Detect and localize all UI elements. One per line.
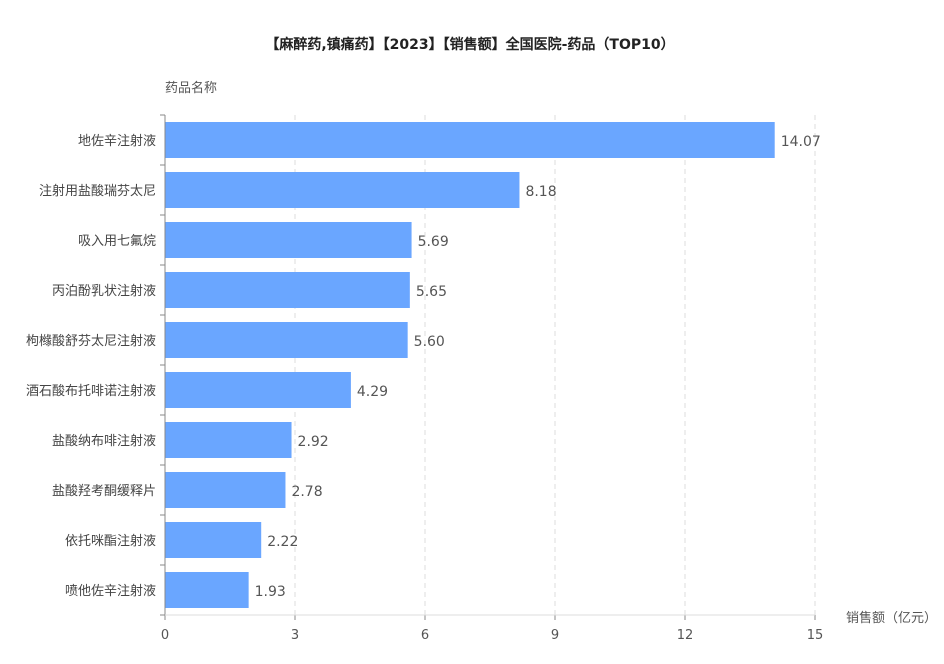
bar[interactable]: [165, 472, 286, 508]
value-label: 4.29: [357, 384, 388, 400]
bar[interactable]: [165, 322, 408, 358]
value-label: 2.22: [267, 534, 298, 550]
x-tick-label: 0: [161, 628, 169, 643]
bars-group: 14.07 8.18 5.69 5.65 5.60 4.29 2.92 2.78 2.22 1.9…: [165, 122, 821, 608]
value-label: 5.65: [416, 284, 447, 300]
x-tick-label: 9: [551, 628, 559, 643]
category-label: 盐酸纳布啡注射液: [52, 433, 156, 449]
category-label: 喷他佐辛注射液: [65, 583, 156, 599]
x-tick-label: 15: [807, 628, 824, 643]
bar[interactable]: [165, 572, 249, 608]
bar[interactable]: [165, 372, 351, 408]
value-label: 2.78: [291, 484, 322, 500]
bar[interactable]: [165, 422, 292, 458]
bar[interactable]: [165, 122, 775, 158]
bar[interactable]: [165, 222, 412, 258]
category-label: 地佐辛注射液: [78, 133, 156, 149]
category-label: 丙泊酚乳状注射液: [52, 283, 156, 299]
y-axis-label: 药品名称: [165, 80, 217, 96]
category-label: 盐酸羟考酮缓释片: [52, 484, 156, 499]
bar[interactable]: [165, 522, 262, 558]
bar[interactable]: [165, 272, 410, 308]
value-label: 14.07: [781, 134, 821, 150]
value-label: 5.60: [414, 334, 445, 350]
x-tick-label: 3: [291, 628, 299, 643]
category-label: 依托咪酯注射液: [65, 533, 156, 549]
axes-group: 0 3 6 9 12 15 地佐辛注射液注射用盐酸瑞芬太尼吸入用七氟烷丙泊酚乳状注射液枸橼酸…: [26, 114, 824, 643]
value-label: 5.69: [418, 234, 449, 250]
category-label: 注射用盐酸瑞芬太尼: [39, 183, 156, 199]
category-label: 吸入用七氟烷: [78, 234, 156, 249]
x-axis-label: 销售额（亿元）: [846, 610, 937, 626]
value-label: 2.92: [298, 434, 329, 450]
value-label: 1.93: [255, 584, 286, 600]
category-label: 酒石酸布托啡诺注射液: [26, 383, 156, 399]
chart-title: 【麻醉药,镇痛药】【2023】【销售额】全国医院-药品（TOP10）: [265, 36, 674, 53]
bar[interactable]: [165, 172, 520, 208]
x-tick-label: 12: [677, 628, 694, 643]
x-tick-label: 6: [421, 628, 429, 643]
category-label: 枸橼酸舒芬太尼注射液: [26, 333, 156, 349]
value-label: 8.18: [525, 184, 556, 200]
